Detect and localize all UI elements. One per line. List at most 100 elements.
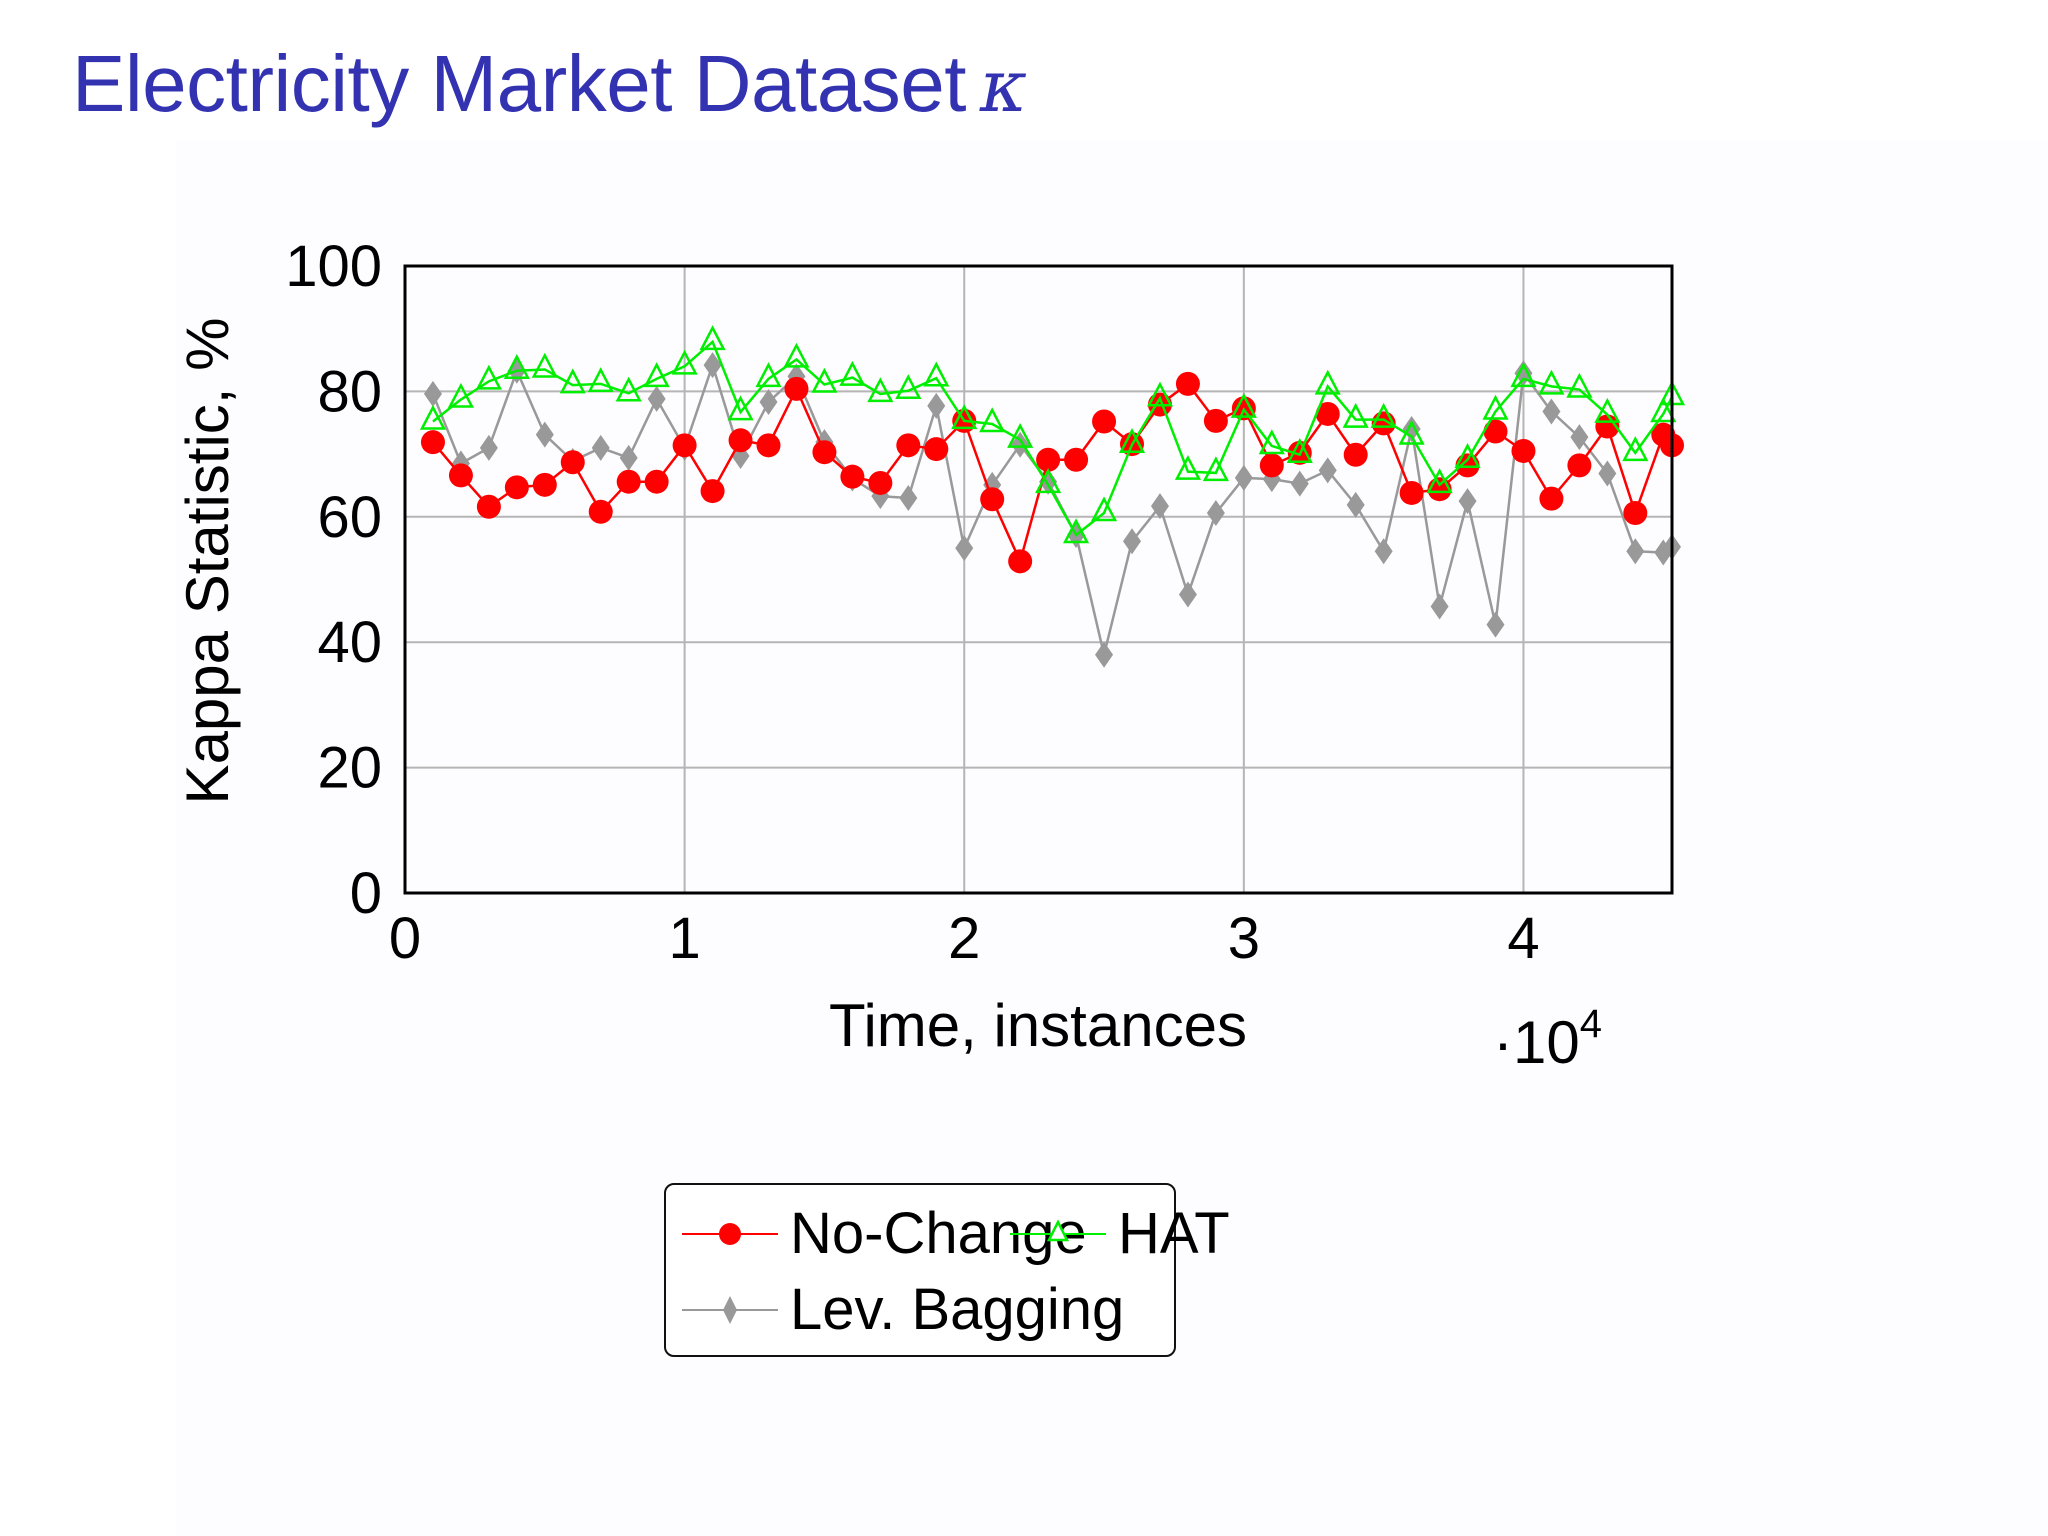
data-point [1123, 528, 1142, 555]
diamond-marker-icon [682, 1296, 778, 1324]
data-point [1622, 436, 1649, 462]
data-point [1374, 538, 1393, 565]
data-point [1230, 392, 1257, 418]
data-point [868, 470, 893, 495]
x-tick-label: 2 [948, 906, 980, 971]
data-point [811, 367, 838, 393]
x-axis-multiplier: ·104 [1493, 1002, 1602, 1076]
x-axis-ticks: 0 1 2 3 4 [389, 906, 1540, 971]
data-point [671, 349, 698, 375]
chart-gridlines [405, 266, 1672, 893]
y-axis-label: Kappa Statistic, % [174, 318, 241, 805]
legend-label: Lev. Bagging [790, 1277, 1125, 1342]
x-multiplier-exponent: 4 [1580, 1002, 1602, 1046]
data-point [588, 499, 613, 524]
data-point [1486, 611, 1505, 638]
data-point [1150, 493, 1169, 520]
data-point [951, 404, 978, 430]
data-point [532, 472, 557, 497]
data-point [1318, 457, 1337, 484]
data-point [955, 535, 974, 562]
data-point [1035, 468, 1062, 494]
plot-frame [403, 264, 1674, 895]
data-point [1594, 397, 1621, 423]
x-tick-label: 3 [1228, 906, 1260, 971]
y-tick-label: 0 [350, 861, 382, 926]
data-point [1118, 428, 1146, 453]
data-point [535, 421, 554, 448]
data-point [1342, 402, 1369, 428]
data-point [924, 437, 949, 462]
data-point [560, 450, 585, 475]
data-point [1175, 371, 1200, 396]
data-point [1315, 401, 1340, 426]
data-point [419, 404, 447, 430]
data-point [1286, 438, 1313, 463]
y-tick-label: 40 [317, 610, 382, 675]
y-tick-label: 80 [317, 359, 382, 424]
kappa-symbol: κ [979, 44, 1027, 128]
data-point [1146, 381, 1174, 407]
data-point [899, 484, 918, 511]
data-point [448, 463, 473, 488]
y-axis-ticks: 0 20 40 60 80 100 [285, 234, 382, 926]
chart-series [419, 325, 1686, 668]
legend-item-hat: HAT [1010, 1199, 1230, 1269]
data-point [1346, 491, 1365, 518]
data-point [1455, 453, 1480, 478]
data-point [896, 433, 921, 458]
data-point [895, 374, 922, 400]
series-hat [419, 325, 1686, 544]
data-point [1538, 369, 1565, 395]
data-point [703, 352, 722, 379]
data-point [1090, 496, 1118, 522]
y-tick-label: 60 [317, 485, 382, 550]
data-point [867, 377, 894, 403]
data-point [672, 433, 697, 458]
data-point [979, 407, 1006, 433]
data-point [1064, 447, 1089, 472]
data-point [619, 444, 638, 471]
data-point [784, 376, 809, 401]
data-point [559, 368, 586, 394]
data-point [1482, 394, 1509, 420]
data-point [980, 487, 1005, 512]
data-point [447, 382, 474, 408]
x-multiplier-base: ·10 [1493, 1009, 1580, 1076]
data-point [1290, 470, 1309, 497]
data-point [728, 428, 753, 453]
data-point [504, 475, 529, 500]
data-point [1510, 362, 1537, 388]
data-point [1343, 442, 1368, 467]
data-point [647, 385, 666, 412]
data-point [755, 362, 782, 388]
data-point [1206, 500, 1225, 527]
data-point [643, 362, 670, 388]
data-point [1566, 372, 1593, 398]
data-point [923, 361, 950, 387]
data-point [1178, 581, 1197, 608]
data-point [423, 380, 442, 407]
y-tick-label: 20 [317, 736, 382, 801]
data-point [1570, 424, 1589, 451]
data-point [1626, 538, 1645, 565]
data-point [727, 395, 754, 421]
data-point [1567, 453, 1592, 478]
data-point [1539, 486, 1564, 511]
data-point [1259, 453, 1284, 478]
data-point [756, 433, 781, 458]
x-tick-label: 1 [668, 906, 700, 971]
data-point [1542, 398, 1561, 425]
data-point [475, 364, 502, 390]
data-point [1430, 593, 1449, 620]
data-point [1623, 501, 1648, 526]
data-point [1458, 488, 1477, 515]
data-point [479, 434, 498, 461]
data-point [699, 325, 726, 351]
slide-title-text: Electricity Market Dataset [72, 39, 966, 128]
data-point [1258, 429, 1285, 455]
data-point [1202, 456, 1229, 482]
data-point [1007, 422, 1034, 448]
x-tick-label: 4 [1507, 906, 1539, 971]
data-point [1399, 480, 1424, 505]
